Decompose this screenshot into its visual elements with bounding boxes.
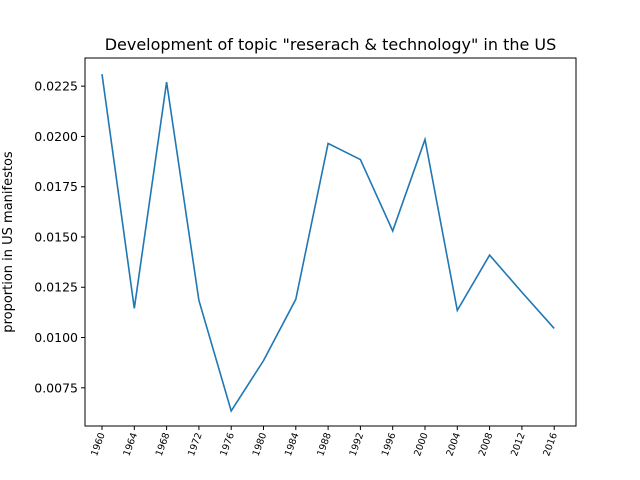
x-tick-label: 1984 [283,431,302,457]
y-tick-label: 0.0175 [34,179,78,194]
x-tick-label: 2008 [477,431,496,457]
x-tick-label: 2016 [541,431,560,457]
x-tick-label: 1996 [380,431,399,457]
x-tick-label: 1964 [122,431,141,457]
x-tick-label: 2000 [412,431,431,457]
x-tick-label: 2012 [509,431,528,457]
x-tick-label: 1976 [218,431,237,457]
x-tick-label: 1980 [251,431,270,457]
x-axis: 1960 1964 1968 1972 1976 1980 1984 1988 1992 1996… [89,426,560,458]
x-tick-label: 1992 [348,431,367,457]
y-tick-label: 0.0150 [34,229,78,244]
y-tick-label: 0.0075 [34,380,78,395]
series-line [101,73,555,413]
plot-area [84,57,577,427]
x-tick-label: 1960 [89,431,108,457]
x-tick-label: 1972 [186,431,205,457]
x-tick-label: 1988 [315,431,334,457]
y-axis-label: proportion in US manifestos [1,151,16,333]
y-tick-label: 0.0200 [34,129,78,144]
y-axis: 0.0075 0.0100 0.0125 0.0150 0.0175 0.0200 0.02… [34,79,85,395]
y-tick-label: 0.0100 [34,330,78,345]
x-tick-label: 2004 [445,431,464,457]
chart-title: Development of topic "reserach & technol… [105,35,557,54]
x-tick-label: 1968 [154,431,173,457]
y-tick-label: 0.0225 [34,79,78,94]
y-tick-label: 0.0125 [34,280,78,295]
